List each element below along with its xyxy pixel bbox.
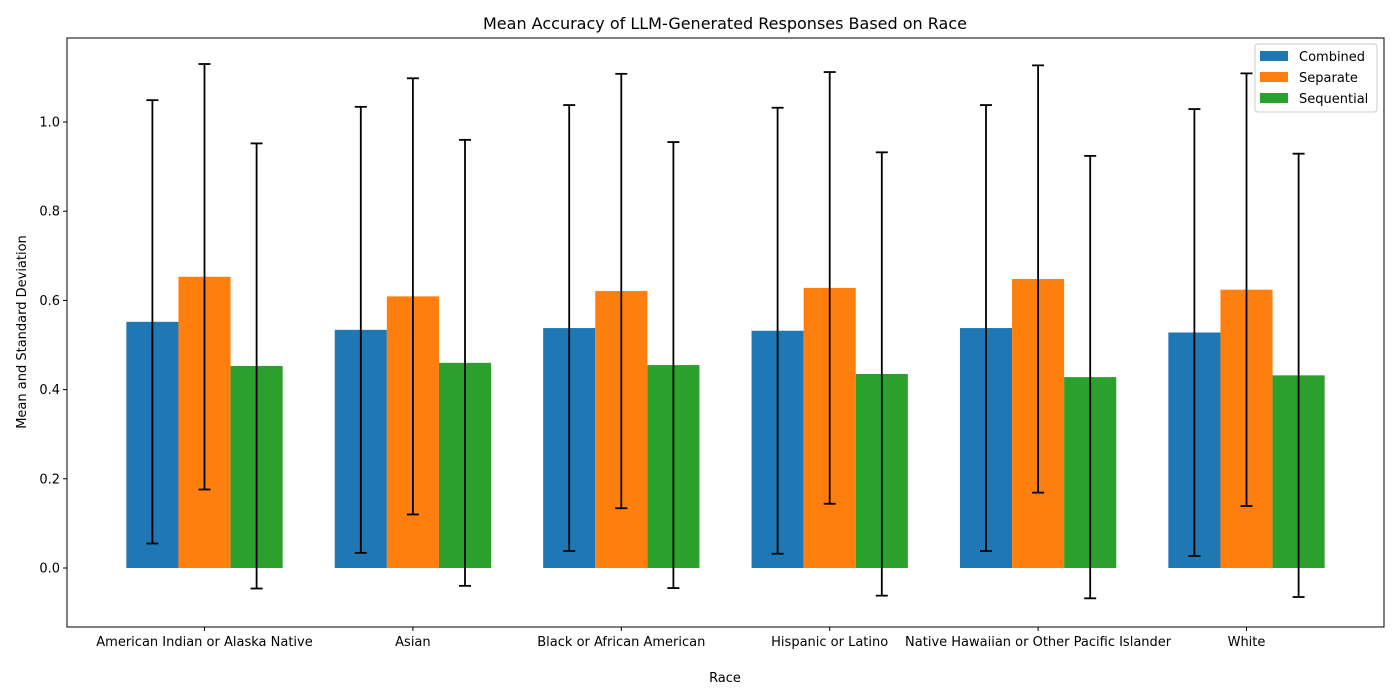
y-tick-label: 0.2 <box>39 472 60 487</box>
legend-swatch-separate <box>1260 72 1288 82</box>
x-tick-label: Hispanic or Latino <box>771 635 888 650</box>
y-tick-label: 0.8 <box>39 205 60 220</box>
plot-area <box>66 37 1385 628</box>
legend-swatch-sequential <box>1260 93 1288 103</box>
legend: Combined Separate Sequential <box>1254 43 1378 113</box>
legend-swatch-combined <box>1260 51 1288 61</box>
chart-title: Mean Accuracy of LLM-Generated Responses… <box>483 14 967 33</box>
legend-label-separate: Separate <box>1299 71 1358 86</box>
y-tick-label: 0.6 <box>39 294 60 309</box>
y-axis-title: Mean and Standard Deviation <box>15 235 30 429</box>
legend-label-sequential: Sequential <box>1299 92 1368 107</box>
y-tick-label: 0.4 <box>39 383 60 398</box>
x-tick-label: White <box>1228 635 1266 650</box>
legend-label-combined: Combined <box>1299 50 1365 65</box>
x-tick-label: Black or African American <box>537 635 705 650</box>
x-tick-label: American Indian or Alaska Native <box>96 635 312 650</box>
x-tick-label: Native Hawaiian or Other Pacific Islande… <box>905 635 1172 650</box>
x-tick-label: Asian <box>395 635 430 650</box>
y-tick-label: 0.0 <box>39 562 60 577</box>
x-axis-title: Race <box>709 671 741 686</box>
y-tick-label: 1.0 <box>39 116 60 131</box>
